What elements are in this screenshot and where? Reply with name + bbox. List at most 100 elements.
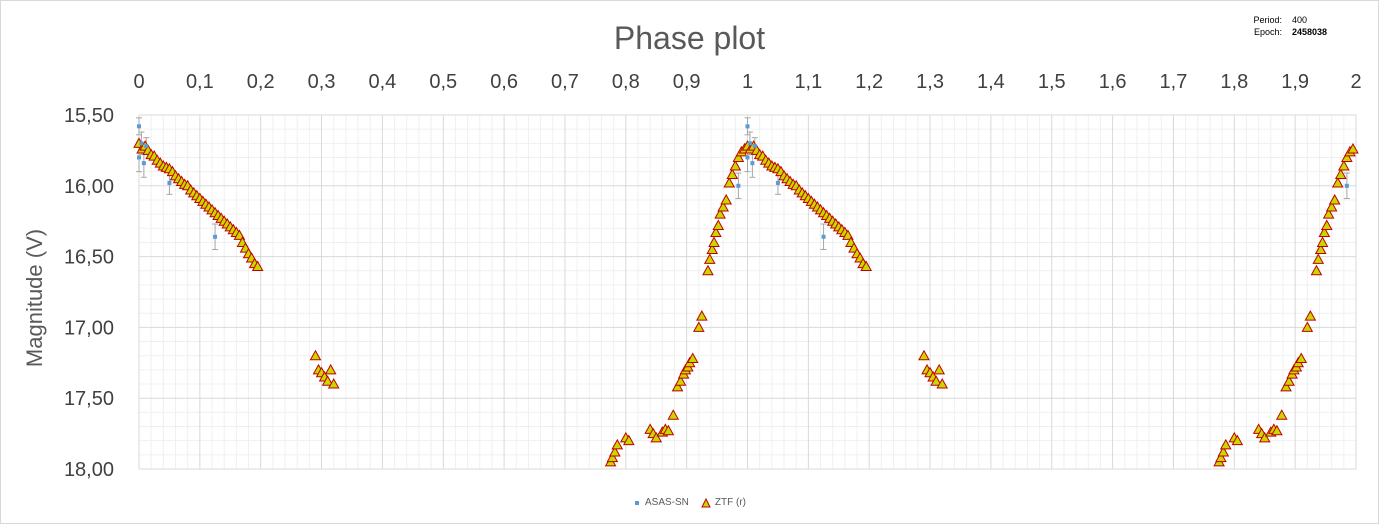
x-tick-label: 0 (133, 71, 144, 93)
x-tick-label: 1,4 (977, 71, 1005, 93)
asas-sn-point (144, 144, 149, 149)
epoch-label: Epoch: (1253, 27, 1282, 37)
x-tick-label: 1,2 (855, 71, 883, 93)
ztf-point (930, 375, 942, 386)
ztf-point (1334, 168, 1347, 179)
ztf-point (606, 451, 619, 463)
x-tick-label: 0,6 (490, 71, 518, 93)
x-tick-label: 0,3 (308, 71, 336, 93)
ztf-point (251, 260, 264, 272)
x-tick-label: 0,8 (612, 71, 640, 93)
ztf-point (1215, 451, 1227, 463)
legend-label-asas-sn: ASAS-SN (645, 497, 689, 508)
major-gridlines (138, 114, 1357, 470)
ztf-point (674, 375, 687, 386)
asas-sn-point (747, 141, 752, 146)
ztf-point (1322, 208, 1335, 219)
ztf-point (1304, 310, 1317, 321)
x-tick-label: 1,3 (916, 71, 944, 93)
ztf-point (1219, 438, 1232, 450)
ztf-point (1314, 243, 1327, 255)
chart-title: Phase plot (613, 20, 766, 56)
ztf-point (1280, 380, 1292, 392)
ztf-point (1217, 445, 1230, 457)
ztf-point (1310, 264, 1323, 276)
ztf-point (1328, 193, 1341, 205)
ztf-point (321, 375, 334, 386)
x-tick-label: 1,7 (1160, 71, 1188, 93)
ztf-point (1316, 236, 1329, 247)
ztf-point (1295, 352, 1308, 364)
asas-sn-point (1344, 183, 1349, 188)
ztf-point (324, 363, 337, 375)
ztf-point (726, 168, 739, 179)
ztf-point (686, 352, 699, 364)
x-axis-ticks: 0 0,1 0,2 0,3 0,4 0,5 0,6 0,7 0,8 0,9 1 1,1 1,2 1,3 1,… (133, 71, 1361, 93)
x-tick-label: 1,1 (794, 71, 822, 93)
x-tick-label: 1 (742, 71, 753, 93)
legend: ASAS-SN ZTF (r) (0, 497, 1379, 508)
x-tick-label: 1,9 (1281, 71, 1309, 93)
ztf-point (723, 176, 736, 188)
ztf-point (1318, 226, 1331, 238)
y-tick-label: 16,50 (64, 247, 114, 269)
ztf-point (714, 208, 726, 219)
asas-sn-point (750, 161, 755, 166)
legend-item-ztf: ZTF (r) (701, 497, 746, 508)
ztf-point (720, 193, 733, 205)
ztf-point (667, 409, 680, 420)
y-axis-ticks: 15,50 16,00 16,50 17,00 17,50 18,00 (64, 105, 114, 481)
ztf-point (702, 264, 714, 276)
ztf-point (671, 380, 684, 392)
x-tick-label: 1,8 (1220, 71, 1248, 93)
asas-sn-point (141, 161, 146, 166)
asas-sn-point (137, 155, 141, 160)
ztf-point (309, 349, 322, 361)
ztf-point (1312, 253, 1325, 264)
ztf-point (712, 219, 725, 230)
series-ztf (133, 137, 1359, 467)
x-tick-label: 2 (1350, 71, 1361, 93)
x-tick-label: 0,4 (368, 71, 396, 93)
x-tick-label: 0,7 (551, 71, 579, 93)
ztf-point (692, 321, 705, 332)
y-tick-label: 18,00 (64, 459, 114, 481)
ztf-point (708, 236, 720, 247)
ztf-point (1231, 434, 1244, 446)
ztf-point (611, 438, 624, 450)
asas-sn-point (745, 155, 750, 160)
asas-sn-point (139, 141, 144, 146)
y-tick-label: 15,50 (64, 105, 114, 127)
ztf-point (1283, 375, 1295, 386)
square-marker-icon (635, 500, 639, 505)
asas-sn-point (167, 180, 172, 185)
x-tick-label: 0,1 (186, 71, 214, 93)
x-tick-label: 1,5 (1038, 71, 1066, 93)
x-tick-label: 1,6 (1099, 71, 1127, 93)
ztf-point (233, 229, 246, 240)
x-tick-label: 0,9 (673, 71, 701, 93)
period-value: 400 (1292, 15, 1308, 25)
ztf-point (1341, 151, 1353, 162)
y-tick-label: 16,00 (64, 176, 114, 198)
ztf-point (650, 431, 663, 443)
ztf-point (608, 445, 621, 457)
epoch-value: 2458038 (1292, 27, 1328, 37)
legend-item-asas-sn: ASAS-SN (633, 497, 689, 508)
ztf-point (1301, 321, 1314, 332)
ztf-point (842, 229, 854, 240)
asas-sn-point (821, 234, 826, 239)
ztf-point (1258, 431, 1271, 443)
ztf-point (696, 310, 708, 321)
series-asas-sn (137, 124, 1349, 239)
ztf-point (933, 363, 946, 375)
ztf-point (1275, 409, 1288, 420)
period-label: Period: (1253, 15, 1282, 25)
ztf-point (703, 253, 716, 264)
ztf-point (1271, 424, 1283, 436)
ztf-point (860, 260, 873, 272)
ztf-point (732, 151, 745, 162)
error-bars (136, 117, 1350, 251)
x-tick-label: 0,5 (429, 71, 457, 93)
ztf-point (622, 434, 635, 446)
